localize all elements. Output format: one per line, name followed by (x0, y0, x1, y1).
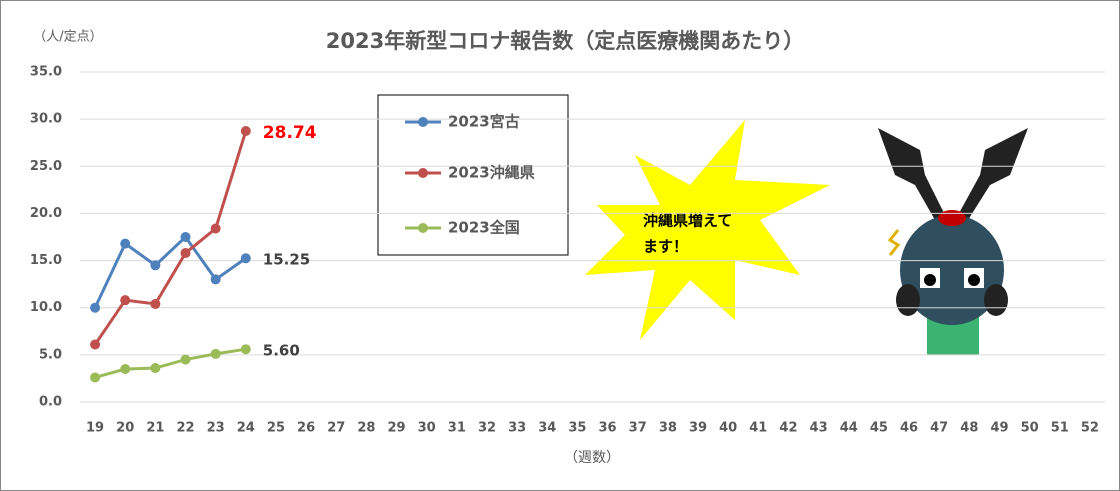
x-tick-label: 48 (960, 421, 978, 436)
x-tick-label: 52 (1081, 421, 1099, 436)
legend-label: 2023沖縄県 (448, 164, 535, 182)
x-tick-label: 43 (810, 421, 828, 436)
marker (240, 344, 251, 355)
series-line (94, 347, 247, 379)
marker (120, 295, 131, 306)
marker (120, 364, 131, 374)
x-tick-label: 19 (86, 421, 104, 436)
x-axis-label: （週数） (564, 450, 620, 466)
burst (585, 120, 830, 340)
x-tick-label: 44 (840, 421, 858, 436)
x-tick-label: 49 (990, 421, 1008, 436)
marker (150, 260, 161, 271)
x-tick-label: 37 (629, 421, 647, 436)
x-tick-label: 47 (930, 421, 948, 436)
x-tick-label: 20 (116, 421, 134, 436)
x-tick-label: 25 (267, 421, 285, 436)
x-tick-label: 30 (418, 421, 436, 436)
marker (180, 248, 191, 259)
x-tick-label: 46 (900, 421, 918, 436)
x-tick-label: 40 (719, 421, 737, 436)
marker (90, 339, 101, 350)
y-tick-label: 35.0 (30, 65, 62, 80)
x-tick-label: 26 (297, 421, 315, 436)
x-tick-label: 29 (387, 421, 405, 436)
x-tick-label: 39 (689, 421, 707, 436)
series-line (93, 234, 247, 309)
x-tick-label: 42 (779, 421, 797, 436)
legend-marker (418, 223, 428, 233)
y-tick-label: 30.0 (30, 112, 62, 127)
marker (150, 298, 161, 309)
x-tick-label: 45 (870, 421, 888, 436)
x-tick-label: 27 (327, 421, 345, 436)
x-tick-label: 35 (568, 421, 586, 436)
annotation: 沖縄県増えて (643, 212, 732, 230)
marker (210, 348, 221, 359)
marker (150, 363, 161, 374)
annotation: ます！ (643, 238, 688, 256)
marker (210, 274, 221, 285)
marker (180, 354, 191, 365)
legend-marker (418, 168, 428, 178)
x-tick-label: 22 (176, 421, 194, 436)
value-label: 15.25 (263, 251, 310, 269)
legend-label: 2023全国 (448, 219, 520, 237)
y-tick-label: 5.0 (39, 347, 62, 362)
y-tick-label: 0.0 (39, 395, 62, 410)
marker (210, 223, 221, 234)
x-tick-label: 38 (659, 421, 677, 436)
chart-title: 2023年新型コロナ報告数（定点医療機関あたり） (326, 29, 804, 53)
x-tick-label: 31 (448, 421, 466, 436)
marker (90, 372, 101, 383)
character (878, 128, 1028, 355)
x-tick-label: 24 (237, 421, 255, 436)
value-label: 5.60 (263, 342, 300, 360)
legend-marker (418, 117, 428, 127)
marker (240, 126, 251, 137)
y-tick-label: 25.0 (30, 159, 62, 174)
marker (240, 253, 251, 264)
x-tick-label: 41 (749, 421, 767, 436)
x-tick-label: 28 (357, 421, 375, 436)
x-tick-label: 33 (508, 421, 526, 436)
x-tick-label: 51 (1051, 421, 1069, 436)
series-line (93, 130, 248, 346)
x-tick-label: 50 (1021, 421, 1039, 436)
marker (120, 238, 131, 249)
legend-label: 2023宮古 (448, 113, 520, 131)
x-tick-label: 36 (599, 421, 617, 436)
x-tick-label: 32 (478, 421, 496, 436)
marker (90, 302, 101, 313)
y-tick-label: 20.0 (30, 206, 62, 221)
y-tick-label: 15.0 (30, 253, 62, 268)
y-tick-label: 10.0 (30, 300, 62, 315)
value-label: 28.74 (263, 123, 317, 143)
x-tick-label: 21 (146, 421, 164, 436)
x-tick-label: 34 (538, 421, 556, 436)
y-axis-label: （人/定点） (33, 30, 102, 45)
x-tick-label: 23 (207, 421, 225, 436)
marker (180, 232, 191, 242)
